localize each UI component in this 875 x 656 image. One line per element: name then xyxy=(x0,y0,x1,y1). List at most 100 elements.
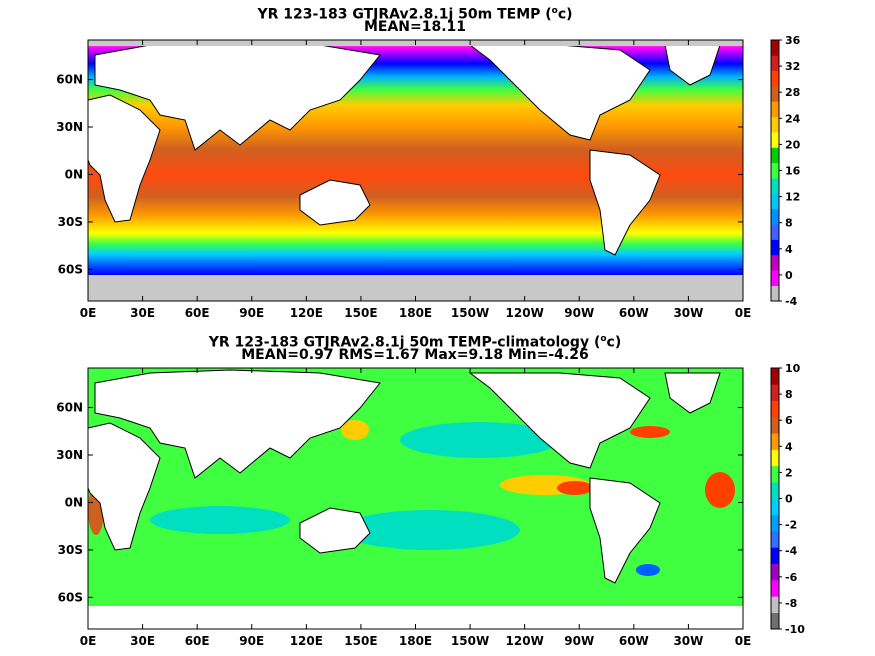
map2-land-eurasia xyxy=(94,369,381,479)
map2-antarctica xyxy=(88,606,743,629)
map2-colorbar-label: -6 xyxy=(785,571,798,584)
map1-colorbar-swatch xyxy=(771,40,779,56)
map1-xtick-label: 90W xyxy=(564,306,594,320)
map1-xtick-label: 180E xyxy=(399,306,432,320)
map2-xtick-label: 30W xyxy=(673,634,703,648)
map1-colorbar-label: 32 xyxy=(785,60,800,73)
colorbar-1: 36 32 28 24 20 16 12 8 4 0 -4 xyxy=(770,34,801,308)
map2-xtick-label: 30E xyxy=(130,634,155,648)
map2-colorbar-swatch xyxy=(771,482,779,499)
map2-ytick-label: 60N xyxy=(56,401,83,415)
map1-colorbar-label: 12 xyxy=(785,191,800,204)
map1-land-australia xyxy=(299,179,371,226)
map1-xtick-label: 60E xyxy=(185,306,210,320)
map2-colorbar-swatch xyxy=(771,433,779,450)
map2-colorbar-label: 2 xyxy=(785,466,793,479)
map2-colorbar-swatch xyxy=(771,596,779,613)
map2-patch-hot-eq-pacific xyxy=(557,481,593,495)
map1-colorbar-swatch xyxy=(771,239,779,256)
map1-xtick-label: 0E xyxy=(80,306,97,320)
map2-colorbar-label: 0 xyxy=(785,493,793,506)
map1-colorbar-swatch xyxy=(771,270,779,286)
map2-xtick-label: 150E xyxy=(344,634,377,648)
map1-land-s-america xyxy=(589,149,661,256)
map2-patch-warm-kuroshio xyxy=(341,420,369,440)
map2-land-greenland xyxy=(664,372,721,414)
map2-patch-cool-pacific-n xyxy=(400,422,560,458)
map2-colorbar-swatch xyxy=(771,514,779,532)
map1-panel: 0E 30E 60E 90E 120E 150E 180E 150W 120W 90W 60W 30W… xyxy=(56,39,751,320)
map1-land-n-america xyxy=(468,44,651,141)
map1-colorbar-swatch xyxy=(771,101,779,118)
map2-xtick-label: 0E xyxy=(735,634,752,648)
map2-colorbar-swatch xyxy=(771,368,779,385)
map2-colorbar-label: -4 xyxy=(785,545,798,558)
map2-ytick-label: 30N xyxy=(56,448,83,462)
map2-title: YR 123-183 GTJRAv2.8.1j 50m TEMP-climato… xyxy=(87,331,743,351)
map2-colorbar-label: -8 xyxy=(785,597,797,610)
map2-land xyxy=(87,369,721,584)
map2-colorbar-swatch xyxy=(771,547,779,565)
map1-colorbar-swatch xyxy=(771,254,779,271)
map1-title-text: YR 123-183 GTJRAv2.8.1j 50m TEMP ( xyxy=(257,6,552,23)
map2-ytick-label: 30S xyxy=(58,543,83,557)
map1-xtick-label: 30E xyxy=(130,306,155,320)
map2-patch-hot-atlantic xyxy=(705,472,735,508)
map2-colorbar-label: 10 xyxy=(785,362,801,375)
map2-colorbar-swatch xyxy=(771,449,779,467)
map1-colorbar-label: 8 xyxy=(785,217,793,230)
map2-xtick-label: 60E xyxy=(185,634,210,648)
map1-colorbar-label: 28 xyxy=(785,86,800,99)
map1-xtick-label: 150E xyxy=(344,306,377,320)
map1-axis-ticks: 0E 30E 60E 90E 120E 150E 180E 150W 120W 90W 60W 30W… xyxy=(56,40,751,320)
map2-colorbar-label: 8 xyxy=(785,388,793,401)
map2-colorbar-swatch xyxy=(771,580,779,597)
map1-xtick-label: 0E xyxy=(735,306,752,320)
map1-colorbar-swatch xyxy=(771,86,779,102)
map2-colorbar-label: 6 xyxy=(785,414,793,427)
map1-land xyxy=(87,41,721,256)
map1-xtick-label: 120E xyxy=(290,306,323,320)
map1-colorbar-label: 20 xyxy=(785,138,801,151)
map2-axis-ticks: 0E 30E 60E 90E 120E 150E 180E 150W 120W 90W 60W 30W… xyxy=(56,368,751,648)
map2-title-unit-tail: c) xyxy=(606,334,622,351)
map1-xtick-label: 90E xyxy=(239,306,264,320)
map2-subtitle: MEAN=0.97 RMS=1.67 Max=9.18 Min=-4.26 xyxy=(241,347,589,363)
map2-patch-hot-gulfstream xyxy=(630,426,670,438)
map1-colorbar-swatch xyxy=(771,132,779,148)
map1-ytick-label: 0N xyxy=(65,167,83,181)
map2-patch-cool-pacific-s xyxy=(340,510,520,550)
map1-ytick-label: 30S xyxy=(58,215,83,229)
map1-colorbar-swatch xyxy=(771,147,779,164)
map1-colorbar-swatch xyxy=(771,224,779,240)
map1-colorbar-label: -4 xyxy=(785,295,798,308)
map1-ytick-label: 60N xyxy=(56,73,83,87)
map2-colorbar-swatch xyxy=(771,416,779,434)
map1-colorbar-swatch xyxy=(771,208,779,225)
map2-colorbar-label: -10 xyxy=(785,623,805,636)
map1-colorbar-label: 0 xyxy=(785,269,793,282)
map2-colorbar-swatch xyxy=(771,563,779,581)
map2-land-n-america xyxy=(468,372,651,469)
map2-patch-cold-brazil xyxy=(636,564,660,576)
map2-xtick-label: 180E xyxy=(399,634,432,648)
map2-colorbar-swatch xyxy=(771,400,779,418)
map1-xtick-label: 60W xyxy=(619,306,649,320)
map1-xtick-label: 120W xyxy=(506,306,544,320)
map2-colorbar-label: -2 xyxy=(785,519,797,532)
map2-ytick-label: 0N xyxy=(65,495,83,509)
map1-colorbar-swatch xyxy=(771,285,779,302)
map1-colorbar-label: 24 xyxy=(785,112,801,125)
colorbar-2: 10 8 6 4 2 0 -2 -4 -6 -8 -10 xyxy=(770,362,805,636)
map2-land-australia xyxy=(299,507,371,554)
map2-colorbar-swatch xyxy=(771,531,779,548)
map1-title-unit: o xyxy=(551,6,558,16)
map2-colorbar-swatch xyxy=(771,612,779,630)
map2-patch-cool-indian xyxy=(150,506,290,534)
map2-anomaly-patches xyxy=(88,420,735,576)
map2-xtick-label: 120W xyxy=(506,634,544,648)
map2-title-unit: o xyxy=(600,334,607,344)
map1-colorbar-swatch xyxy=(771,70,779,87)
map1-land-africa xyxy=(87,94,161,223)
map2-xtick-label: 150W xyxy=(451,634,489,648)
